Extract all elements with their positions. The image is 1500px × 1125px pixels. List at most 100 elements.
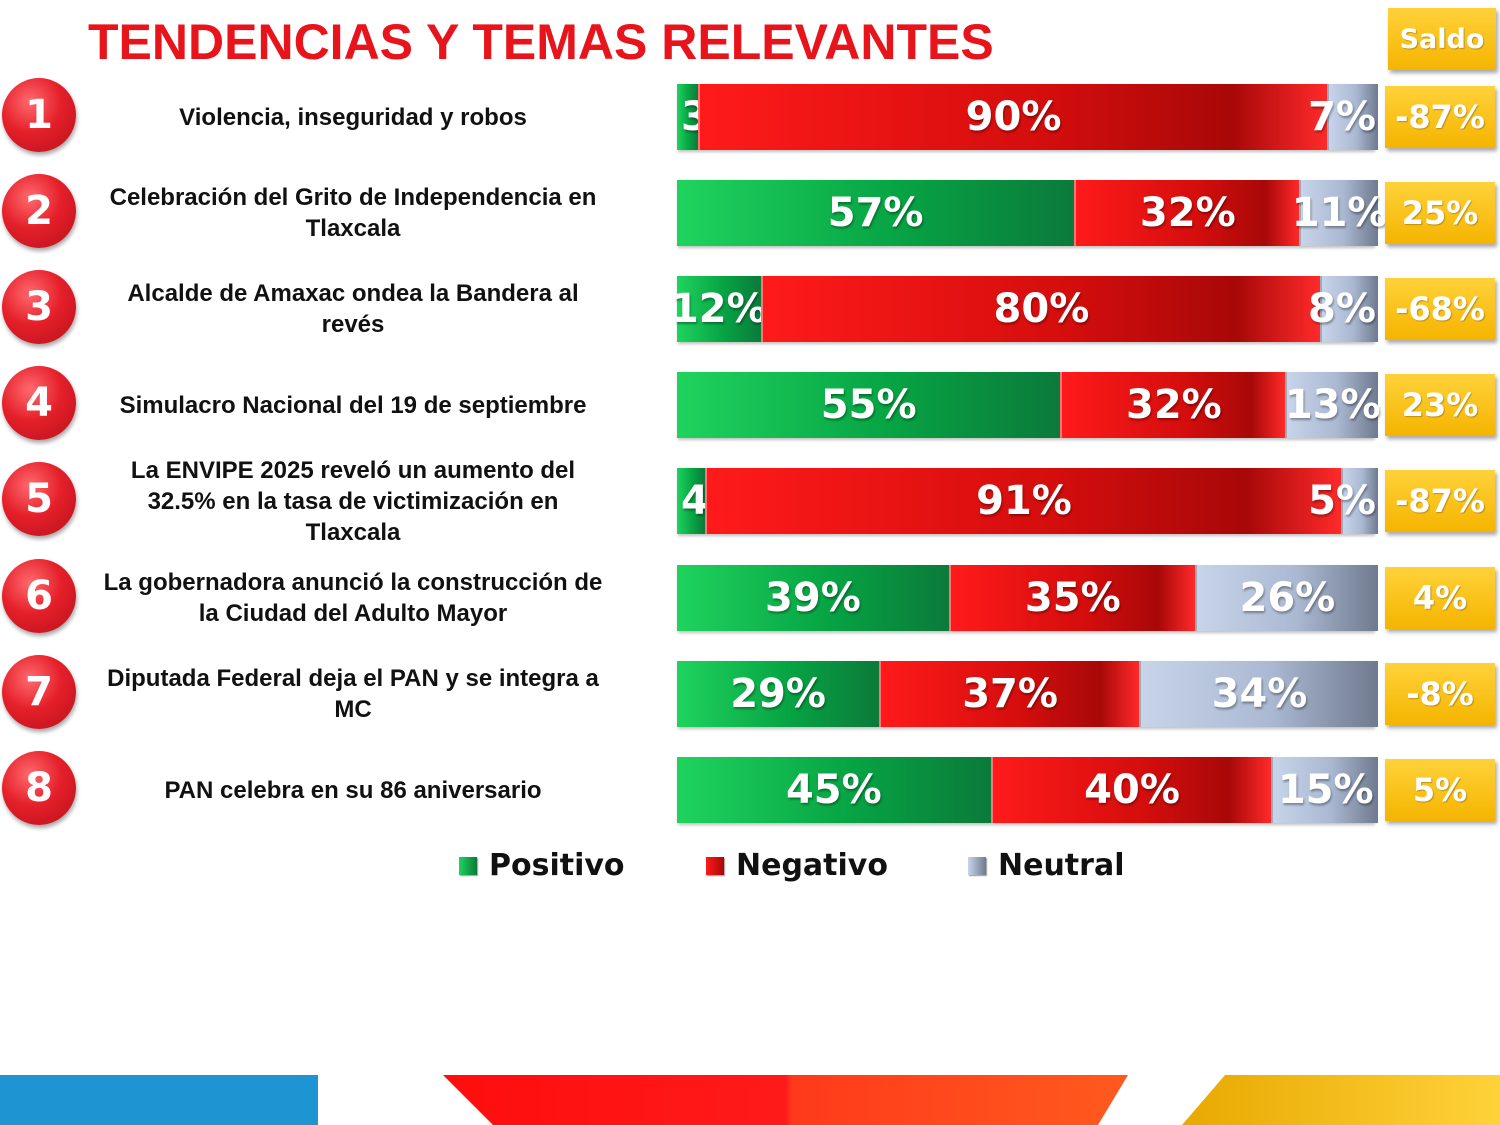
category-label-line: Violencia, inseguridad y robos xyxy=(179,103,527,131)
saldo-value: 23% xyxy=(1385,374,1495,436)
legend-item-positive: Positivo xyxy=(459,848,625,883)
rank-badge: 7 xyxy=(2,655,76,729)
chart-row: 2 Celebración del Grito de Independencia … xyxy=(0,165,1500,261)
category-label-line: la Ciudad del Adulto Mayor xyxy=(198,600,508,627)
bar-segment-negative: 80% xyxy=(760,276,1321,342)
category-label: Violencia, inseguridad y robos xyxy=(53,69,653,165)
saldo-value: 25% xyxy=(1385,182,1495,244)
bar-segment-positive: 29% xyxy=(677,661,880,727)
footer-decoration xyxy=(0,1075,1500,1125)
category-label-line: PAN celebra en su 86 aniversario xyxy=(164,776,542,804)
chart-legend: Positivo Negativo Neutral xyxy=(0,848,1500,888)
bar-segment-neutral: 13% xyxy=(1284,372,1381,438)
stacked-bar: 57% 32% 11% xyxy=(677,180,1388,246)
data-label-positive: 12% xyxy=(670,286,767,332)
bar-segment-neutral: 8% xyxy=(1308,276,1378,342)
category-label-line: MC xyxy=(334,696,372,723)
data-label-negative: 80% xyxy=(993,286,1090,332)
bar-segment-negative: 35% xyxy=(948,565,1195,631)
stacked-bar: 29% 37% 34% xyxy=(677,661,1378,727)
saldo-value: -87% xyxy=(1385,470,1495,532)
rank-badge: 1 xyxy=(2,78,76,152)
stacked-bar: 4% 91% 5% xyxy=(677,468,1378,534)
saldo-header: Saldo xyxy=(1388,8,1496,70)
category-label-line: Tlaxcala xyxy=(305,518,401,546)
category-label: PAN celebra en su 86 aniversario xyxy=(53,742,653,838)
bar-segment-positive: 3% xyxy=(677,84,749,150)
data-label-neutral: 34% xyxy=(1211,671,1308,717)
rank-badge: 8 xyxy=(2,751,76,825)
stacked-bar: 3% 90% 7% xyxy=(677,84,1378,150)
bar-segment-neutral: 26% xyxy=(1194,565,1378,631)
chart-row: 3 Alcalde de Amaxac ondea la Bandera al re… xyxy=(0,261,1500,357)
category-label: Celebración del Grito de Independencia e… xyxy=(53,165,653,261)
category-label-line: 32.5% en la tasa de victimización en xyxy=(147,487,559,515)
bar-segment-neutral: 15% xyxy=(1271,757,1378,823)
data-label-positive: 55% xyxy=(820,382,917,428)
data-label-positive: 45% xyxy=(785,767,882,813)
data-label-neutral: 7% xyxy=(1308,94,1376,140)
category-label-line: Celebración del Grito de Independencia e… xyxy=(109,184,597,211)
page-title: TENDENCIAS Y TEMAS RELEVANTES xyxy=(88,14,994,70)
data-label-negative: 37% xyxy=(962,671,1058,717)
bar-segment-positive: 57% xyxy=(677,180,1075,246)
bar-segment-negative: 32% xyxy=(1060,372,1286,438)
category-label: Simulacro Nacional del 19 de septiembre xyxy=(53,357,653,453)
saldo-value: -87% xyxy=(1385,86,1495,148)
data-label-negative: 40% xyxy=(1084,767,1180,813)
bar-segment-neutral: 11% xyxy=(1292,180,1388,246)
footer-gold-band xyxy=(1182,1075,1500,1125)
saldo-value: 4% xyxy=(1385,567,1495,629)
category-label: Alcalde de Amaxac ondea la Bandera al rev… xyxy=(53,261,653,357)
rank-badge: 3 xyxy=(2,270,76,344)
data-label-negative: 91% xyxy=(976,478,1072,524)
data-label-neutral: 13% xyxy=(1284,382,1381,428)
data-label-negative: 32% xyxy=(1125,382,1222,428)
data-label-neutral: 11% xyxy=(1291,190,1388,236)
bar-segment-negative: 90% xyxy=(697,84,1328,150)
category-label-line: Alcalde de Amaxac ondea la Bandera al xyxy=(127,280,579,307)
rank-badge: 6 xyxy=(2,559,76,633)
category-label-line: Diputada Federal deja el PAN y se integr… xyxy=(107,665,599,692)
bar-segment-negative: 40% xyxy=(990,757,1272,823)
data-label-neutral: 5% xyxy=(1308,478,1376,524)
category-label: Diputada Federal deja el PAN y se integr… xyxy=(53,646,653,742)
chart-row: 1 Violencia, inseguridad y robos 3% 90% 7%-8… xyxy=(0,69,1500,165)
data-label-neutral: 8% xyxy=(1308,286,1376,332)
legend-swatch-negative xyxy=(706,856,724,875)
category-label-line: Simulacro Nacional del 19 de septiembre xyxy=(119,391,587,419)
data-label-negative: 32% xyxy=(1139,190,1236,236)
data-label-negative: 90% xyxy=(965,94,1062,140)
data-label-negative: 35% xyxy=(1024,575,1121,621)
stacked-bar: 39% 35% 26% xyxy=(677,565,1378,631)
bar-segment-positive: 4% xyxy=(677,468,749,534)
saldo-value: -8% xyxy=(1385,663,1495,725)
saldo-value: 5% xyxy=(1385,759,1495,821)
bar-segment-neutral: 34% xyxy=(1139,661,1378,727)
data-label-positive: 39% xyxy=(765,575,861,621)
bar-segment-positive: 55% xyxy=(677,372,1061,438)
data-label-neutral: 26% xyxy=(1239,575,1336,621)
footer-red-band xyxy=(443,1075,1128,1125)
footer-blue-band xyxy=(0,1075,318,1125)
bar-segment-negative: 91% xyxy=(704,468,1342,534)
data-label-neutral: 15% xyxy=(1277,767,1374,813)
legend-item-negative: Negativo xyxy=(706,848,888,883)
bar-segment-negative: 37% xyxy=(879,661,1139,727)
category-label: La gobernadora anunció la construcción d… xyxy=(53,550,653,646)
chart-row: 6 La gobernadora anunció la construcción … xyxy=(0,550,1500,646)
bar-segment-negative: 32% xyxy=(1074,180,1300,246)
bar-segment-positive: 12% xyxy=(671,276,767,342)
category-label-line: Tlaxcala xyxy=(305,215,401,242)
stacked-bar: 45% 40% 15% xyxy=(677,757,1378,823)
rank-badge: 4 xyxy=(2,366,76,440)
category-label-line: La gobernadora anunció la construcción d… xyxy=(103,569,603,596)
data-label-positive: 57% xyxy=(827,190,924,236)
chart-row: 8 PAN celebra en su 86 aniversario 45% 40% 1… xyxy=(0,742,1500,838)
legend-swatch-positive xyxy=(459,856,477,875)
stacked-bar: 55% 32% 13% xyxy=(677,372,1381,438)
legend-item-neutral: Neutral xyxy=(968,848,1124,883)
chart-row: 7 Diputada Federal deja el PAN y se integ… xyxy=(0,646,1500,742)
chart-row: 4 Simulacro Nacional del 19 de septiembre… xyxy=(0,357,1500,453)
legend-label-negative: Negativo xyxy=(736,848,888,883)
